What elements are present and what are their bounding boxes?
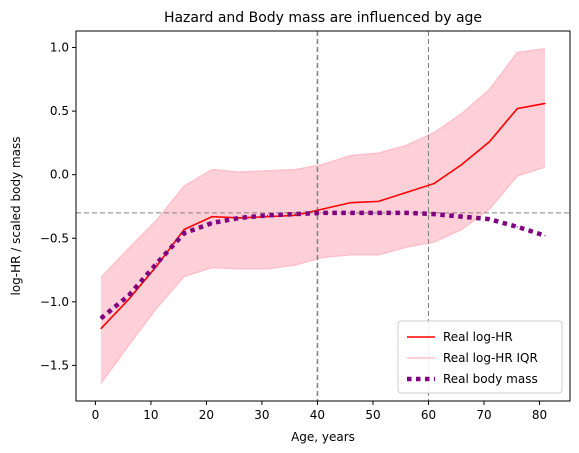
legend-box	[397, 320, 563, 394]
point-real-log-hr	[211, 216, 213, 218]
point-real-log-hr	[266, 216, 269, 218]
point-real-body-mass	[211, 222, 213, 224]
x-tick-label: 30	[254, 408, 269, 422]
point-real-body-mass	[516, 226, 518, 228]
iqr-lower-edge	[100, 166, 546, 384]
y-tick-label: −0.5	[40, 231, 69, 245]
y-tick-label: −1.5	[40, 358, 69, 372]
y-tick-label: 0.5	[50, 104, 69, 118]
chart-title: Hazard and Body mass are influenced by a…	[164, 10, 482, 26]
y-tick-label: 1.0	[50, 41, 69, 55]
point-real-log-hr	[322, 208, 324, 210]
iqr-band	[100, 48, 546, 384]
x-tick-label: 0	[92, 408, 100, 422]
point-real-body-mass	[322, 212, 324, 214]
point-real-body-mass	[100, 317, 102, 319]
x-tick-label: 50	[365, 408, 380, 422]
point-real-body-mass	[377, 212, 380, 214]
point-real-log-hr	[100, 327, 102, 330]
point-real-body-mass	[239, 217, 241, 219]
x-tick-label: 80	[532, 408, 547, 422]
y-tick-label: 0.0	[50, 168, 69, 182]
point-real-log-hr	[183, 228, 185, 230]
legend-label: Real log-HR IQR	[443, 351, 538, 365]
legend-label: Real body mass	[443, 372, 538, 386]
y-tick-label: −1.0	[40, 295, 69, 309]
series-line-real-body-mass	[99, 210, 546, 321]
point-real-body-mass	[405, 212, 407, 214]
point-real-log-hr	[433, 182, 435, 185]
point-real-log-hr	[544, 102, 546, 105]
point-real-body-mass	[461, 216, 463, 218]
x-tick-label: 60	[421, 408, 436, 422]
point-real-body-mass	[433, 213, 435, 215]
iqr-upper-edge	[100, 48, 546, 279]
point-real-body-mass	[544, 235, 546, 237]
point-real-log-hr	[377, 200, 380, 202]
point-real-body-mass	[488, 218, 491, 220]
x-axis-ticks: 0 10 20 30 40 50 60 70 80	[92, 401, 547, 422]
series-layer	[99, 102, 546, 330]
legend-label: Real log-HR	[443, 330, 513, 344]
point-real-log-hr	[155, 265, 158, 267]
point-real-log-hr	[516, 107, 518, 110]
point-real-body-mass	[266, 214, 269, 216]
y-axis-label: log-HR / scaled body mass	[9, 136, 23, 295]
point-real-log-hr	[405, 191, 407, 194]
y-axis-ticks: −1.5 −1.0 −0.5 0.0 0.5 1.0	[40, 41, 76, 372]
plot-frame	[75, 30, 571, 402]
point-real-body-mass	[294, 213, 296, 215]
x-tick-label: 20	[199, 408, 214, 422]
legend: Real log-HR Real log-HR IQR Real body mass	[397, 320, 563, 394]
point-real-log-hr	[294, 214, 296, 216]
point-real-body-mass	[183, 232, 185, 234]
point-real-log-hr	[488, 141, 491, 143]
x-axis-label: Age, years	[291, 430, 355, 444]
point-real-log-hr	[461, 163, 463, 166]
point-real-body-mass	[128, 294, 130, 297]
x-tick-label: 10	[143, 408, 158, 422]
point-real-body-mass	[350, 212, 352, 214]
x-tick-label: 70	[476, 408, 491, 422]
point-real-body-mass	[155, 263, 158, 265]
point-real-log-hr	[128, 298, 130, 300]
iqr-band-layer	[100, 48, 546, 384]
x-tick-label: 40	[310, 408, 325, 422]
point-real-log-hr	[350, 202, 352, 204]
